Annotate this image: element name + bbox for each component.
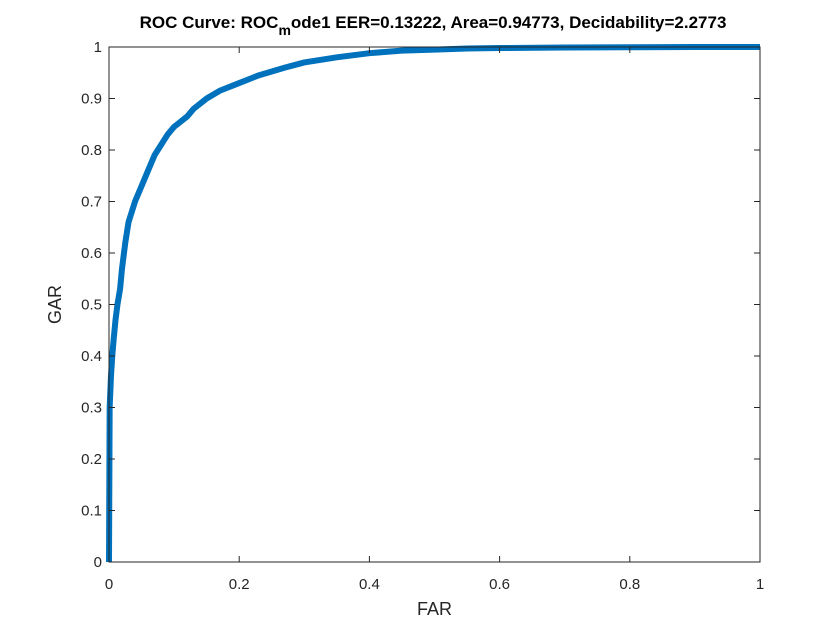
y-tick-label: 0.8 (81, 142, 102, 159)
x-tick-label: 0.2 (229, 576, 250, 593)
x-tick-label: 0.8 (619, 576, 640, 593)
x-axis-label: FAR (417, 599, 452, 619)
y-tick-label: 0 (94, 554, 102, 571)
y-tick-label: 0.1 (81, 503, 102, 520)
y-tick-label: 0.9 (81, 91, 102, 108)
y-tick-label: 0.7 (81, 194, 102, 211)
x-tick-label: 0 (105, 576, 113, 593)
y-tick-label: 0.4 (81, 348, 102, 365)
x-tick-label: 1 (756, 576, 764, 593)
x-tick-label: 0.6 (489, 576, 510, 593)
tick-layer: 0 0.2 0.4 0.6 0.8 1 0 0.1 0.2 0.3 0.4 0.5 0.6 0.7 0.8 0… (81, 39, 764, 593)
axes-box (108, 46, 761, 563)
y-tick-label: 0.6 (81, 245, 102, 262)
x-tick-label: 0.4 (359, 576, 380, 593)
y-tick-label: 0.5 (81, 297, 102, 314)
y-tick-label: 0.2 (81, 451, 102, 468)
roc-curve-line (106, 44, 760, 563)
chart-title-subscript: m (278, 22, 290, 38)
y-axis-label: GAR (45, 285, 65, 324)
y-tick-label: 0.3 (81, 400, 102, 417)
curve-layer (106, 44, 760, 563)
chart-title-suffix: ode1 EER=0.13222, Area=0.94773, Decidabi… (291, 13, 727, 32)
y-tick-label: 1 (94, 39, 102, 56)
chart-title: ROC Curve: ROCmode1 EER=0.13222, Area=0.… (140, 13, 727, 38)
chart-title-prefix: ROC Curve: ROC (140, 13, 279, 32)
